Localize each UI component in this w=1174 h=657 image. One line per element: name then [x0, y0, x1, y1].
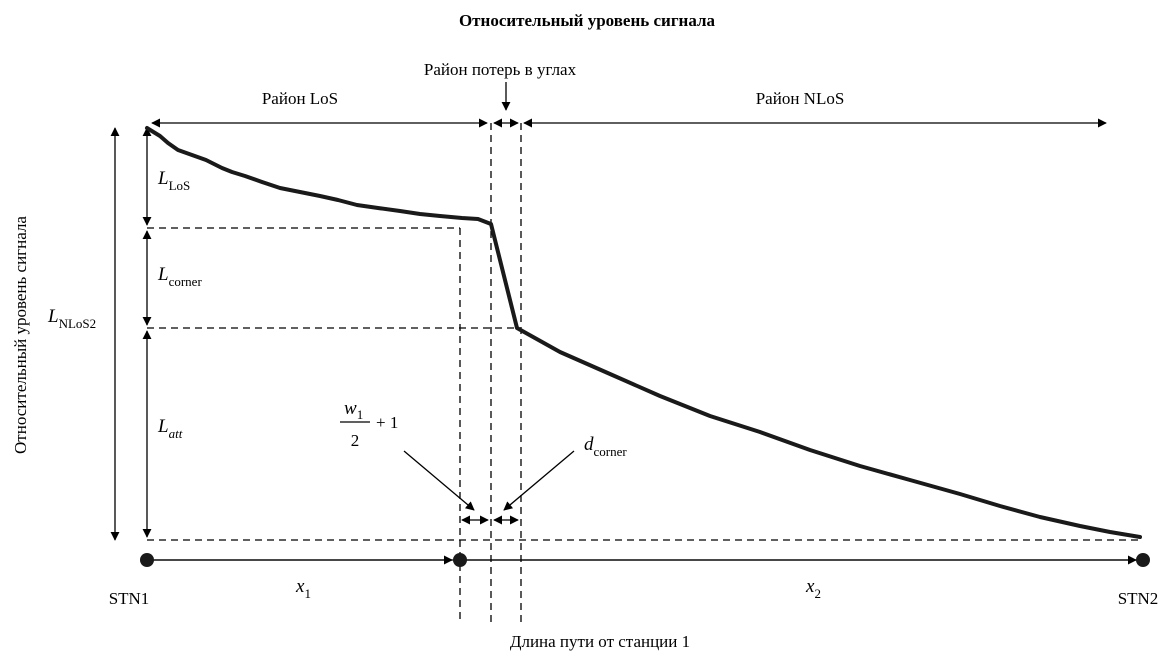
l-corner-label: Lcorner	[157, 264, 202, 289]
region-los-label: Район LoS	[262, 89, 338, 108]
region-nlos-label: Район NLoS	[756, 89, 845, 108]
diagram-title: Относительный уровень сигнала	[459, 11, 716, 30]
region-boundaries	[147, 123, 1143, 622]
width-denominator: 2	[351, 431, 360, 450]
region-corner-label: Район потерь в углах	[424, 60, 577, 79]
l-los-label: LLoS	[157, 168, 190, 193]
y-axis-label: Относительный уровень сигнала	[11, 216, 30, 454]
width-formula: w1 2 + 1	[340, 398, 398, 450]
x2-label: x2	[805, 576, 821, 601]
l-att-label: Latt	[157, 416, 183, 441]
corner-start-marker	[453, 553, 467, 567]
station-1-marker	[140, 553, 154, 567]
x1-label: x1	[295, 576, 311, 601]
width-pointer-arrow	[403, 450, 475, 511]
width-suffix: + 1	[376, 413, 398, 432]
x-axis-label: Длина пути от станции 1	[510, 632, 690, 651]
l-nlos2-label: LNLoS2	[47, 306, 96, 331]
station-2-marker	[1136, 553, 1150, 567]
d-corner-label: dcorner	[584, 434, 627, 459]
station-1-label: STN1	[109, 589, 150, 608]
width-numerator: w1	[344, 398, 363, 422]
d-corner-pointer-arrow	[503, 450, 575, 511]
station-2-label: STN2	[1118, 589, 1159, 608]
signal-level-curve	[145, 126, 1142, 539]
